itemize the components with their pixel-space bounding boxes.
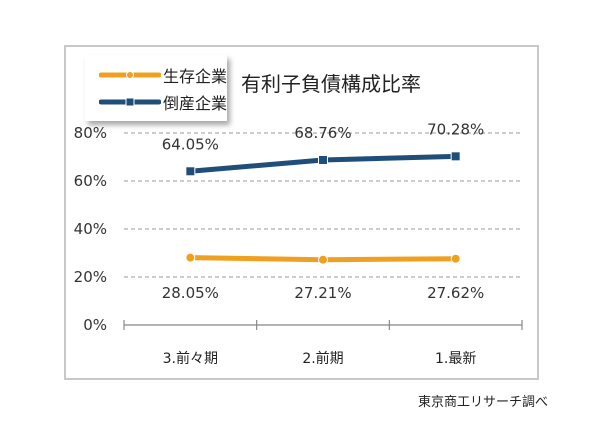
legend-label: 倒産企業	[163, 94, 228, 113]
y-tick-label: 0%	[83, 316, 107, 334]
data-label: 28.05%	[162, 284, 219, 302]
y-tick-label: 80%	[74, 124, 107, 142]
data-label: 64.05%	[162, 135, 219, 153]
x-category-label: 1.最新	[435, 351, 476, 367]
data-point-marker	[450, 151, 461, 162]
data-point-marker	[318, 154, 328, 165]
data-point-marker	[185, 252, 196, 263]
data-label: 68.76%	[294, 124, 351, 142]
legend: 生存企業 倒産企業	[85, 55, 227, 121]
y-tick-label: 40%	[74, 220, 107, 238]
y-tick-label: 20%	[74, 268, 107, 286]
legend-item-surviving: 生存企業	[99, 62, 227, 88]
data-point-marker	[185, 166, 196, 177]
y-tick-label: 60%	[74, 172, 107, 190]
source-note: 東京商工リサーチ調べ	[417, 395, 548, 410]
data-label: 27.21%	[294, 284, 351, 302]
x-category-label: 2.前期	[302, 350, 343, 367]
legend-label: 生存企業	[163, 67, 228, 86]
chart-title: 有利子負債構成比率	[241, 72, 421, 96]
legend-item-bankrupt: 倒産企業	[99, 89, 227, 115]
data-label: 27.62%	[427, 284, 484, 302]
orange-line-swatch-icon	[99, 71, 161, 79]
data-label: 70.28%	[427, 120, 484, 138]
blue-line-swatch-icon	[99, 97, 161, 107]
x-category-label: 3.前々期	[163, 350, 218, 367]
data-point-marker	[318, 254, 328, 265]
data-point-marker	[450, 253, 461, 264]
